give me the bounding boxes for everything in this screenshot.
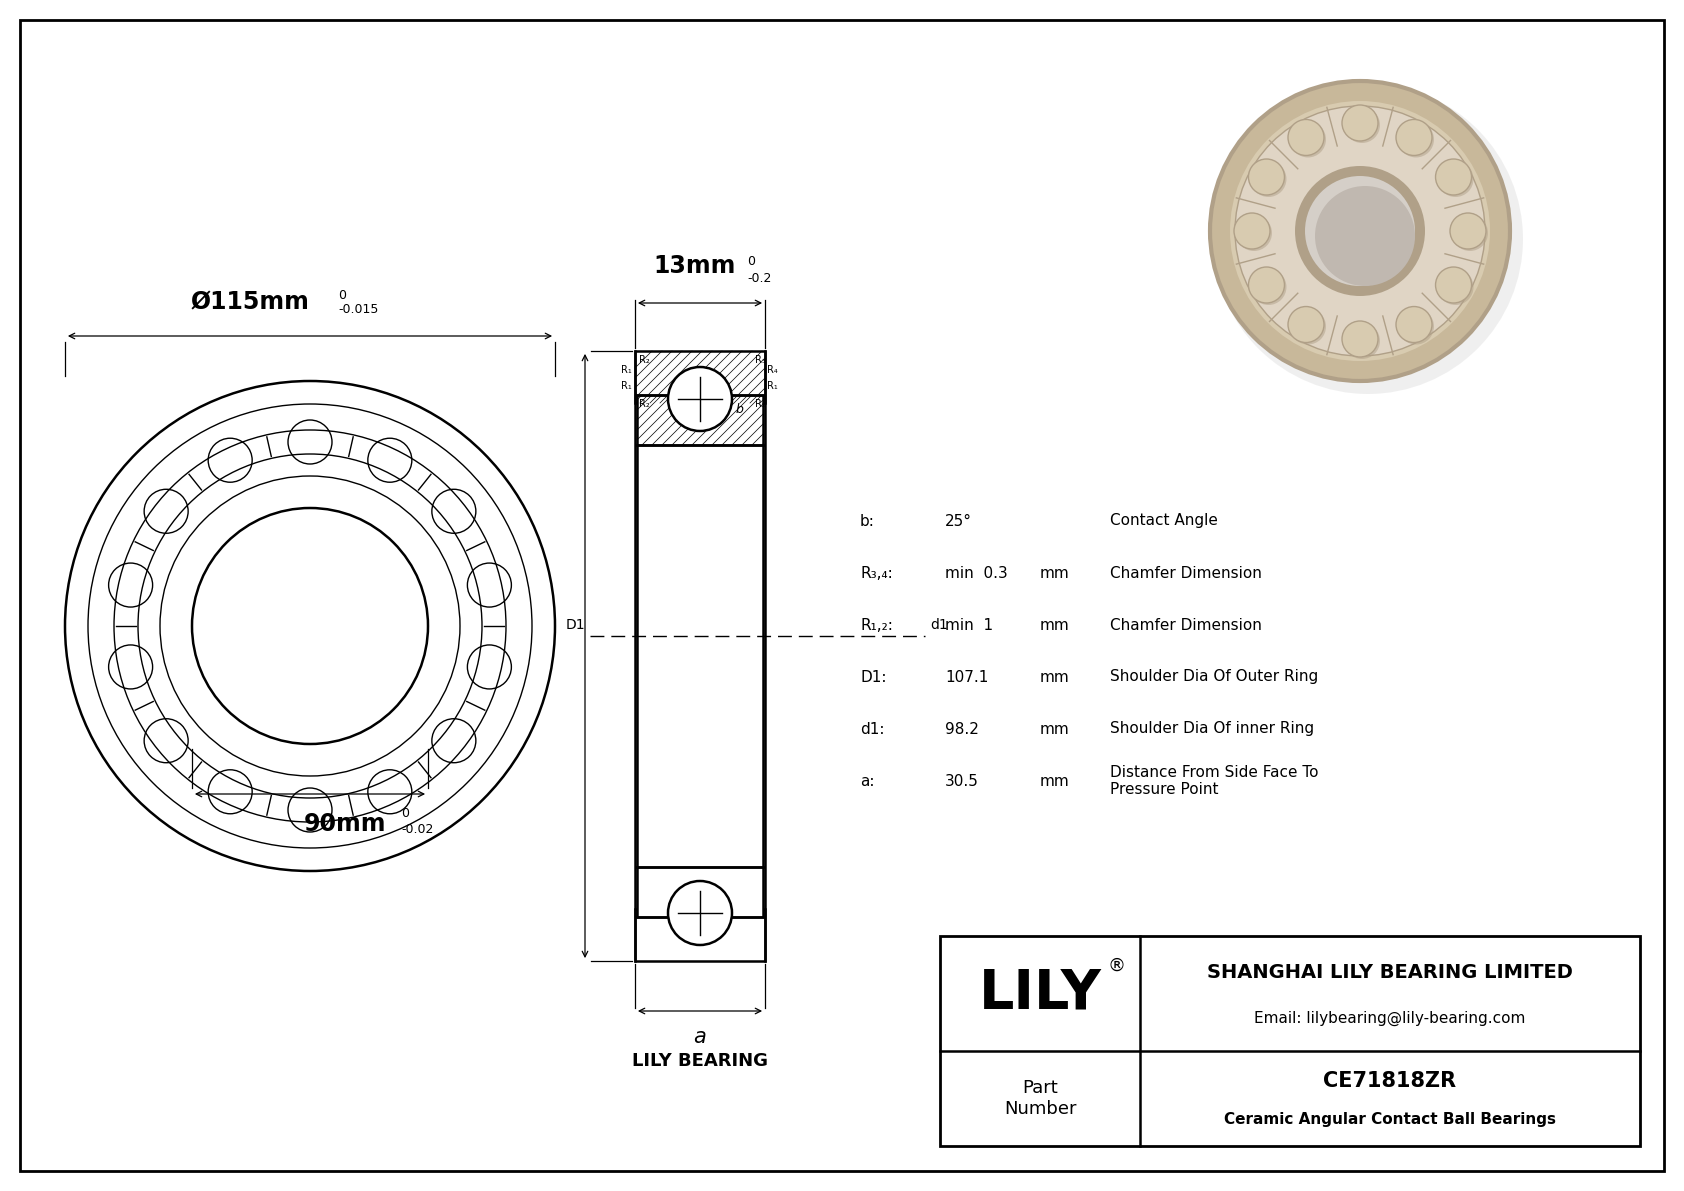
Text: 98.2: 98.2 [945, 722, 978, 736]
Text: R₄: R₄ [766, 364, 778, 375]
Circle shape [1450, 213, 1485, 249]
Text: -0.02: -0.02 [401, 823, 433, 836]
Text: d1: d1 [930, 618, 948, 632]
Text: min  0.3: min 0.3 [945, 566, 1007, 580]
Circle shape [669, 367, 733, 431]
Text: R₂: R₂ [638, 355, 650, 364]
Text: mm: mm [1041, 566, 1069, 580]
Bar [940, 936, 1640, 1146]
Circle shape [1248, 160, 1285, 195]
Circle shape [1251, 161, 1287, 197]
Text: Chamfer Dimension: Chamfer Dimension [1110, 566, 1261, 580]
Circle shape [1288, 306, 1324, 343]
Text: R₁: R₁ [621, 381, 632, 391]
Circle shape [1438, 161, 1474, 197]
Text: mm: mm [1041, 669, 1069, 685]
Text: 30.5: 30.5 [945, 773, 978, 788]
Bar [635, 351, 765, 403]
Text: R₃,₄:: R₃,₄: [861, 566, 893, 580]
Circle shape [1398, 308, 1435, 344]
Circle shape [1211, 81, 1511, 381]
Circle shape [1234, 106, 1485, 356]
Text: b: b [736, 403, 743, 416]
Circle shape [669, 881, 733, 944]
Text: 107.1: 107.1 [945, 669, 989, 685]
Text: SHANGHAI LILY BEARING LIMITED: SHANGHAI LILY BEARING LIMITED [1207, 964, 1573, 983]
Text: Shoulder Dia Of Outer Ring: Shoulder Dia Of Outer Ring [1110, 669, 1319, 685]
Text: CE71818ZR: CE71818ZR [1324, 1072, 1457, 1091]
Circle shape [1435, 267, 1472, 303]
Text: Email: lilybearing@lily-bearing.com: Email: lilybearing@lily-bearing.com [1255, 1011, 1526, 1027]
Text: 0: 0 [748, 255, 754, 268]
Circle shape [1234, 213, 1270, 249]
Circle shape [1344, 107, 1379, 143]
Circle shape [1396, 119, 1431, 156]
Circle shape [1288, 119, 1324, 156]
Circle shape [1344, 323, 1379, 358]
Text: d1:: d1: [861, 722, 884, 736]
Text: mm: mm [1041, 722, 1069, 736]
Text: Shoulder Dia Of inner Ring: Shoulder Dia Of inner Ring [1110, 722, 1314, 736]
Ellipse shape [1212, 85, 1522, 394]
Text: R₂: R₂ [754, 399, 766, 409]
Text: 90mm: 90mm [303, 812, 386, 836]
Text: -0.2: -0.2 [748, 272, 771, 285]
Text: R₁: R₁ [766, 381, 778, 391]
Text: D1: D1 [566, 618, 584, 632]
Text: LILY BEARING: LILY BEARING [632, 1052, 768, 1070]
Text: mm: mm [1041, 773, 1069, 788]
Circle shape [1229, 101, 1490, 361]
Text: min  1: min 1 [945, 617, 994, 632]
Text: R₁: R₁ [621, 364, 632, 375]
Text: R₁,₂:: R₁,₂: [861, 617, 893, 632]
Circle shape [1398, 121, 1435, 157]
Text: ®: ® [1108, 956, 1127, 974]
Circle shape [1435, 160, 1472, 195]
Text: R₂: R₂ [638, 399, 650, 409]
Text: 0: 0 [401, 807, 409, 819]
Circle shape [1452, 216, 1489, 251]
Bar [637, 395, 763, 445]
Circle shape [1396, 306, 1431, 343]
Text: R₃: R₃ [754, 355, 766, 364]
Circle shape [1236, 216, 1271, 251]
Circle shape [1248, 267, 1285, 303]
Text: 13mm: 13mm [653, 254, 736, 278]
Text: a:: a: [861, 773, 874, 788]
Text: a: a [694, 1027, 706, 1047]
Text: D1:: D1: [861, 669, 886, 685]
Text: 0: 0 [338, 289, 345, 303]
Circle shape [1290, 121, 1325, 157]
Circle shape [1251, 269, 1287, 305]
Circle shape [1438, 269, 1474, 305]
Text: -0.015: -0.015 [338, 303, 379, 316]
Bar [637, 867, 763, 917]
Circle shape [1305, 176, 1415, 286]
Circle shape [1315, 186, 1415, 286]
Bar [635, 909, 765, 961]
Circle shape [1295, 166, 1425, 297]
Text: Part
Number: Part Number [1004, 1079, 1076, 1118]
Circle shape [1342, 322, 1378, 357]
Text: Ø115mm: Ø115mm [190, 289, 310, 314]
Text: Contact Angle: Contact Angle [1110, 513, 1218, 529]
Text: LILY: LILY [978, 967, 1101, 1021]
Circle shape [1342, 105, 1378, 141]
Text: Distance From Side Face To
Pressure Point: Distance From Side Face To Pressure Poin… [1110, 765, 1319, 797]
Text: Chamfer Dimension: Chamfer Dimension [1110, 617, 1261, 632]
Circle shape [1290, 308, 1325, 344]
Text: 25°: 25° [945, 513, 972, 529]
Text: b:: b: [861, 513, 876, 529]
Text: Ceramic Angular Contact Ball Bearings: Ceramic Angular Contact Ball Bearings [1224, 1112, 1556, 1127]
Text: mm: mm [1041, 617, 1069, 632]
